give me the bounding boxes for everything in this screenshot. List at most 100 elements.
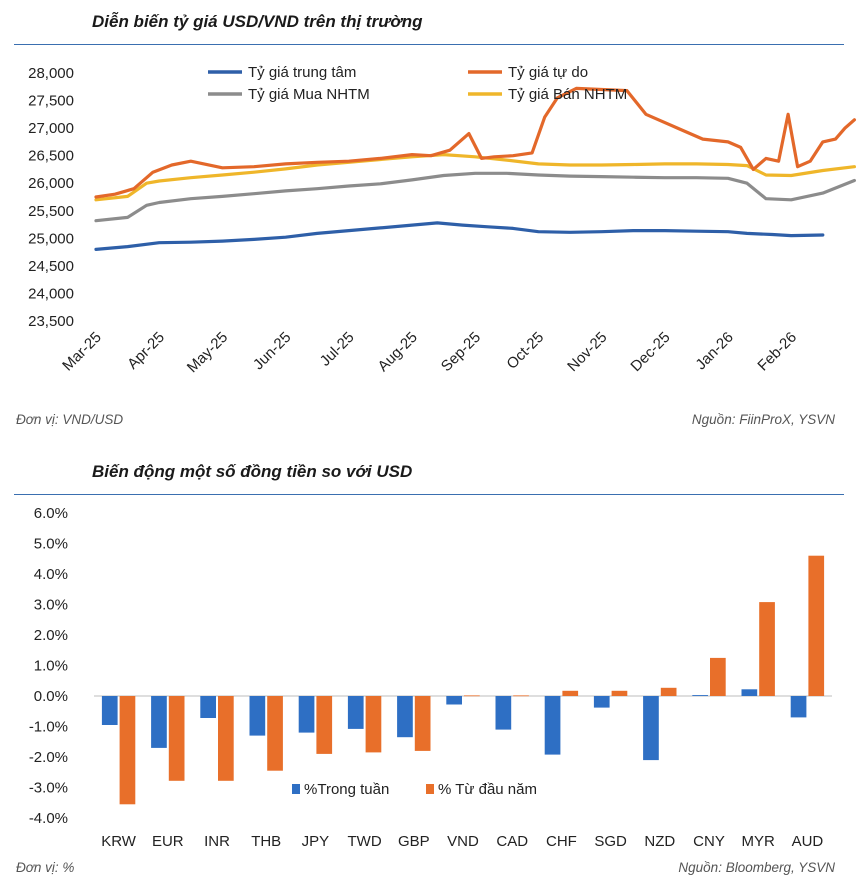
line-x-tick-label: Jan-26 <box>692 329 736 373</box>
bar-category-label: CAD <box>496 833 528 850</box>
line-chart-unit: Đơn vị: VND/USD <box>16 412 124 427</box>
line-legend-label: Tỷ giá trung tâm <box>248 64 356 81</box>
bar-legend-swatch <box>426 784 434 794</box>
bar-category-label: INR <box>204 833 230 850</box>
bar-y-tick-label: 6.0% <box>34 505 68 522</box>
bar-ytd <box>365 696 382 753</box>
bar-week <box>101 696 118 725</box>
bar-ytd <box>168 696 185 781</box>
line-series-ban <box>94 153 857 202</box>
line-legend-label: Tỷ giá tự do <box>508 64 588 81</box>
bar-chart-unit: Đơn vị: % <box>16 860 75 875</box>
bar-y-tick-label: 5.0% <box>34 536 68 553</box>
bar-chart-source: Nguồn: Bloomberg, YSVN <box>678 860 835 875</box>
bar-category-label: MYR <box>742 833 776 850</box>
bar-y-tick-label: -2.0% <box>29 749 68 766</box>
bar-y-tick-label: -1.0% <box>29 719 68 736</box>
bar-y-tick-label: 2.0% <box>34 627 68 644</box>
bar-ytd <box>267 696 283 771</box>
line-series-trung_tam <box>94 221 825 251</box>
line-x-tick-label: Sep-25 <box>438 329 484 375</box>
line-chart-title: Diễn biến tỷ giá USD/VND trên thị trường <box>92 12 423 31</box>
bar-ytd <box>119 696 136 805</box>
bar-ytd <box>660 687 677 696</box>
bar-week <box>544 696 561 755</box>
bar-ytd <box>710 657 726 696</box>
bar-chart-title: Biến động một số đồng tiền so với USD <box>92 462 413 481</box>
bar-category-label: KRW <box>101 833 137 850</box>
line-y-tick-label: 27,500 <box>28 93 74 110</box>
bar-week <box>692 695 708 696</box>
line-x-tick-label: May-25 <box>184 329 231 376</box>
line-y-tick-label: 28,000 <box>28 65 74 82</box>
bar-category-label: GBP <box>398 833 430 850</box>
bar-category-label: SGD <box>594 833 627 850</box>
line-y-tick-label: 26,000 <box>28 175 74 192</box>
bar-week <box>397 696 413 738</box>
bar-legend-swatch <box>292 784 300 794</box>
bar-week <box>790 696 807 718</box>
bar-y-tick-label: 3.0% <box>34 597 68 614</box>
bar-ytd <box>808 555 825 696</box>
bar-ytd <box>611 690 628 696</box>
line-x-tick-label: Oct-25 <box>503 329 547 373</box>
line-y-tick-label: 26,500 <box>28 148 74 165</box>
bar-week <box>298 696 315 733</box>
bar-week <box>200 696 216 718</box>
line-x-tick-label: Jun-25 <box>250 329 294 373</box>
bar-ytd <box>464 695 480 697</box>
line-y-tick-label: 27,000 <box>28 120 74 137</box>
bar-week <box>347 696 364 729</box>
line-y-tick-label: 24,500 <box>28 258 74 275</box>
bar-week <box>249 696 266 736</box>
line-chart-rule <box>14 44 844 45</box>
bar-ytd <box>759 602 775 696</box>
line-y-tick-label: 25,500 <box>28 203 74 220</box>
line-y-tick-label: 25,000 <box>28 230 74 247</box>
bar-week <box>495 696 512 730</box>
bar-legend-label: % Từ đầu năm <box>438 781 537 798</box>
line-x-tick-label: Nov-25 <box>564 329 610 375</box>
bar-y-tick-label: -4.0% <box>29 810 68 827</box>
bar-chart: -4.0% -3.0% -2.0% -1.0% 0.0% 1.0% 2.0% 3.0% 4.0%… <box>29 505 832 850</box>
bar-category-label: EUR <box>152 833 184 850</box>
line-legend-label: Tỷ giá Mua NHTM <box>248 86 370 103</box>
bar-category-label: CNY <box>693 833 725 850</box>
line-chart-source: Nguồn: FiinProX, YSVN <box>691 412 835 427</box>
bar-ytd <box>562 690 579 696</box>
bar-category-label: CHF <box>546 833 577 850</box>
bar-week <box>643 696 659 761</box>
bar-y-tick-label: -3.0% <box>29 780 68 797</box>
bar-ytd <box>218 696 234 781</box>
bar-category-label: TWD <box>348 833 382 850</box>
bar-category-label: VND <box>447 833 479 850</box>
line-chart: 23,500 24,000 24,500 25,000 25,500 26,000 26,5… <box>28 64 857 376</box>
bar-week <box>151 696 167 748</box>
bar-category-label: THB <box>251 833 281 850</box>
line-x-tick-label: Apr-25 <box>124 329 168 373</box>
bar-week <box>741 689 758 696</box>
bar-chart-rule <box>14 494 844 495</box>
line-series-mua <box>94 171 857 223</box>
line-legend-label: Tỷ giá Bán NHTM <box>508 86 627 103</box>
bar-y-tick-label: 4.0% <box>34 566 68 583</box>
line-x-tick-label: Dec-25 <box>627 329 673 375</box>
line-x-tick-label: Jul-25 <box>317 329 358 370</box>
bar-week <box>593 696 610 708</box>
bar-ytd <box>414 696 431 751</box>
line-x-tick-label: Feb-26 <box>754 329 800 375</box>
bar-ytd <box>513 695 529 697</box>
line-x-tick-label: Mar-25 <box>59 329 105 375</box>
line-x-tick-label: Aug-25 <box>375 329 421 375</box>
line-y-tick-label: 23,500 <box>28 313 74 330</box>
bar-legend-label: %Trong tuần <box>304 781 389 798</box>
bar-category-label: NZD <box>644 833 675 850</box>
bar-ytd <box>316 696 333 754</box>
bar-category-label: AUD <box>792 833 824 850</box>
bar-y-tick-label: 1.0% <box>34 658 68 675</box>
bar-y-tick-label: 0.0% <box>34 688 68 705</box>
bar-category-label: JPY <box>302 833 330 850</box>
line-y-tick-label: 24,000 <box>28 285 74 302</box>
line-series-tu_do <box>94 86 857 199</box>
bar-week <box>446 696 462 705</box>
